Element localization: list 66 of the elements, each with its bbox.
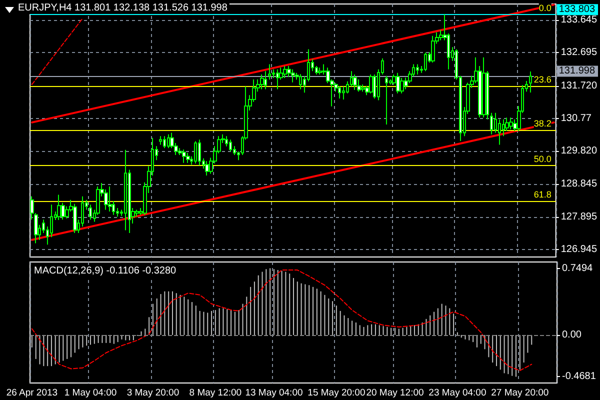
y-tick-label: 130.77 <box>560 112 592 124</box>
annotation: 50.0 <box>534 154 552 164</box>
candlestick <box>57 194 61 221</box>
x-tick-label: 3 May 20:00 <box>126 388 180 398</box>
candlestick <box>268 64 271 80</box>
candlestick <box>482 56 486 118</box>
y-tick-label: 132.695 <box>560 46 598 58</box>
candlestick <box>198 139 201 166</box>
y-tick-label: 133.645 <box>560 14 598 26</box>
candlestick <box>318 67 322 76</box>
ref-line-label: 131.998 <box>558 66 596 77</box>
candlestick <box>283 65 287 78</box>
candlestick <box>505 117 509 132</box>
y-tick-label: 127.895 <box>560 211 598 222</box>
candlestick <box>276 68 279 90</box>
candlestick <box>89 204 92 220</box>
candlestick <box>260 74 264 90</box>
candlestick <box>490 112 493 135</box>
x-tick-label: 23 May 04:00 <box>428 388 486 398</box>
candlestick <box>357 78 361 92</box>
y-tick-label: 129.820 <box>560 145 598 156</box>
x-tick-label: 27 May 20:00 <box>491 388 549 398</box>
candlestick <box>424 52 427 72</box>
ref-line-label: 133.803 <box>558 4 596 16</box>
x-tick-label: 15 May 20:00 <box>308 388 366 398</box>
annotation: 0.0 <box>538 3 552 14</box>
x-tick-label: 1 May 04:00 <box>64 388 117 398</box>
candlestick <box>509 117 513 130</box>
x-tick-label: 20 May 12:00 <box>366 388 424 398</box>
chart-title: EURJPY,H4 131.801 132.138 131.526 131.998 <box>18 2 228 14</box>
candlestick <box>400 77 404 94</box>
y-tick-label: -0.4681 <box>562 371 596 382</box>
candlestick <box>338 86 341 99</box>
x-tick-label: 8 May 12:00 <box>189 388 242 398</box>
candlestick <box>108 186 112 212</box>
annotation: 38.2 <box>534 118 552 128</box>
candlestick <box>264 70 267 90</box>
candlestick <box>431 35 435 64</box>
candlestick <box>167 134 170 149</box>
candlestick <box>73 203 77 234</box>
annotation: 61.8 <box>534 190 552 200</box>
candlestick <box>159 136 162 146</box>
candlestick <box>291 68 295 83</box>
candlestick <box>229 139 232 152</box>
candlestick <box>416 64 419 76</box>
candlestick <box>186 152 190 164</box>
y-tick-label: 126.945 <box>560 244 598 255</box>
y-tick-label: 131.720 <box>560 80 598 92</box>
y-tick-label: 0.00 <box>562 329 582 340</box>
candlestick <box>353 74 357 90</box>
chart-title: MACD(12,26,9) -0.1106 -0.3280 <box>34 266 177 276</box>
candlestick <box>299 74 302 90</box>
y-tick-label: 0.7494 <box>562 262 594 274</box>
candlestick <box>529 71 532 93</box>
candlestick <box>205 160 209 176</box>
candlestick <box>163 136 166 149</box>
y-tick-label: 128.845 <box>560 178 598 190</box>
candlestick <box>124 149 127 231</box>
candlestick <box>194 140 197 164</box>
candlestick <box>396 72 400 94</box>
candlestick <box>361 84 365 92</box>
candlestick <box>385 75 388 126</box>
x-tick-label: 26 Apr 2013 <box>6 388 58 398</box>
annotation: 23.6 <box>534 74 552 84</box>
candlestick <box>182 149 186 164</box>
x-tick-label: 13 May 04:00 <box>245 388 303 398</box>
